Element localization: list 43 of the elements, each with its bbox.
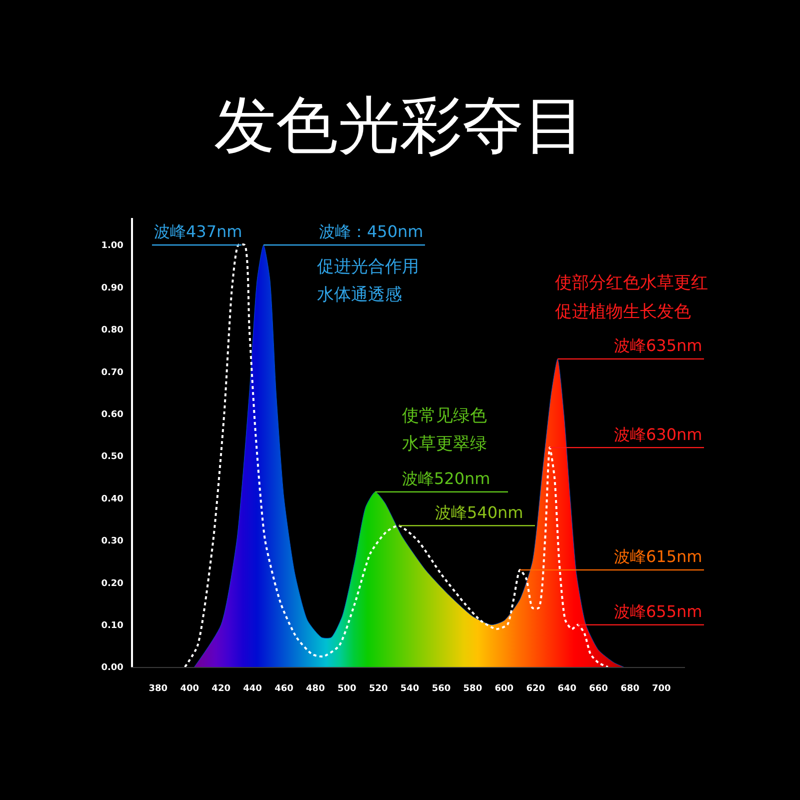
annotation: 水草更翠绿 [402, 434, 487, 454]
x-tick-label: 460 [274, 684, 294, 694]
x-tick-label: 640 [558, 684, 576, 694]
annotation: 促进光合作用 [317, 257, 419, 277]
x-tick-label: 380 [148, 684, 168, 694]
x-tick-label: 620 [526, 684, 545, 694]
y-tick-label: 0.50 [101, 452, 124, 462]
x-tick-label: 660 [589, 684, 608, 694]
y-tick-label: 0.80 [101, 326, 124, 336]
annotation: 水体通透感 [317, 285, 402, 305]
x-tick-label: 540 [400, 684, 420, 694]
x-tick-label: 680 [620, 684, 640, 694]
annotation: 使常见绿色 [402, 406, 487, 426]
annotation: 波峰655nm [614, 602, 702, 621]
y-tick-label: 0.60 [101, 410, 124, 420]
y-tick-label: 0.00 [101, 663, 124, 674]
x-tick-label: 520 [368, 684, 388, 694]
x-tick-label: 400 [180, 684, 200, 694]
x-tick-label: 560 [432, 684, 451, 694]
annotation: 波峰615nm [614, 547, 702, 566]
y-tick-label: 0.70 [101, 368, 124, 378]
annotation: 波峰540nm [435, 503, 524, 522]
y-tick-label: 1.00 [101, 241, 124, 252]
x-tick-label: 600 [494, 684, 514, 694]
y-tick-label: 0.40 [101, 494, 124, 504]
annotation: 波峰520nm [402, 469, 490, 488]
y-tick-label: 0.20 [101, 578, 124, 589]
annotation: 波峰437nm [154, 222, 242, 241]
annotation: 波峰635nm [614, 336, 702, 355]
y-tick-label: 0.90 [101, 283, 124, 294]
annotation: 波峰：450nm [319, 222, 424, 241]
y-tick-label: 0.30 [101, 536, 124, 547]
annotation: 促进植物生长发色 [555, 302, 691, 322]
x-tick-label: 420 [212, 684, 230, 694]
annotation: 波峰630nm [614, 425, 702, 444]
y-tick-label: 0.10 [101, 620, 124, 631]
x-tick-label: 700 [652, 684, 671, 694]
x-tick-label: 480 [306, 684, 325, 694]
x-tick-label: 580 [463, 684, 482, 694]
x-tick-label: 500 [337, 684, 356, 694]
x-tick-label: 440 [243, 684, 262, 694]
chart-title: 发色光彩夺目 [214, 88, 586, 162]
annotation: 使部分红色水草更红 [555, 273, 708, 293]
